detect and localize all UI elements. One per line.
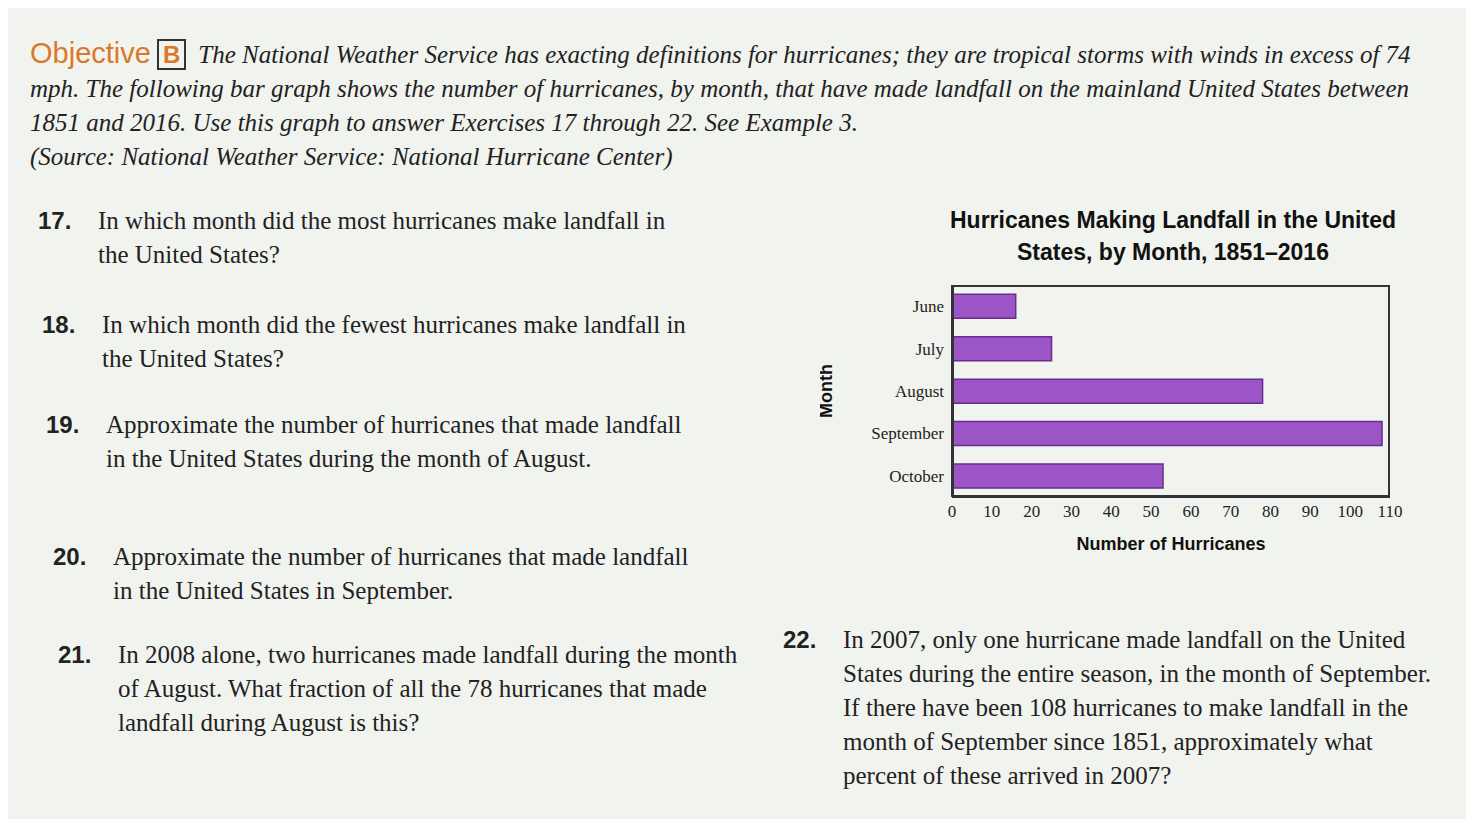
html-text:18.: 18. — [42, 311, 76, 338]
html-text:19.: 19. — [46, 411, 80, 438]
html-text:Approximate the number of hurr: Approximate the number of hurricanes tha… — [106, 411, 682, 472]
svg-text:September: September — [871, 424, 944, 443]
svg-text:90: 90 — [1302, 502, 1319, 521]
html-text:Objective: Objective — [30, 37, 151, 69]
svg-text:10: 10 — [983, 502, 1000, 521]
html-text:B: B — [162, 41, 181, 68]
svg-text:80: 80 — [1262, 502, 1279, 521]
html-text:In which month did the fewest: In which month did the fewest hurricanes… — [102, 311, 686, 372]
html-text:22.: 22. — [783, 626, 817, 653]
html-text:(Source: National Weather Serv: (Source: National Weather Service: Natio… — [30, 143, 673, 170]
html-text:20.: 20. — [53, 543, 87, 570]
html-text:21.: 21. — [58, 641, 92, 668]
html-text:In which month did the most hu: In which month did the most hurricanes m… — [98, 207, 666, 268]
svg-text:40: 40 — [1103, 502, 1120, 521]
svg-text:July: July — [916, 340, 945, 359]
svg-text:110: 110 — [1378, 502, 1403, 521]
svg-text:Month: Month — [820, 364, 836, 418]
html-text:Hurricanes Making Landfall in: Hurricanes Making Landfall in the United… — [950, 207, 1396, 265]
html-text:Approximate the number of hurr: Approximate the number of hurricanes tha… — [113, 543, 689, 604]
svg-text:60: 60 — [1182, 502, 1199, 521]
html-text:17.: 17. — [38, 207, 72, 234]
svg-text:0: 0 — [948, 502, 957, 521]
svg-text:70: 70 — [1222, 502, 1239, 521]
html-text:In 2007, only one hurricane ma: In 2007, only one hurricane made landfal… — [843, 626, 1432, 789]
html-text:The National Weather Service h: The National Weather Service has exactin… — [30, 41, 1411, 136]
svg-text:October: October — [889, 467, 944, 486]
html-text:In 2008 alone, two hurricanes: In 2008 alone, two hurricanes made landf… — [118, 641, 738, 736]
svg-text:20: 20 — [1023, 502, 1040, 521]
svg-text:June: June — [913, 297, 944, 316]
svg-text:50: 50 — [1143, 502, 1160, 521]
svg-text:100: 100 — [1337, 502, 1363, 521]
svg-text:August: August — [895, 382, 944, 401]
svg-text:Number of Hurricanes: Number of Hurricanes — [1076, 534, 1265, 552]
svg-text:30: 30 — [1063, 502, 1080, 521]
